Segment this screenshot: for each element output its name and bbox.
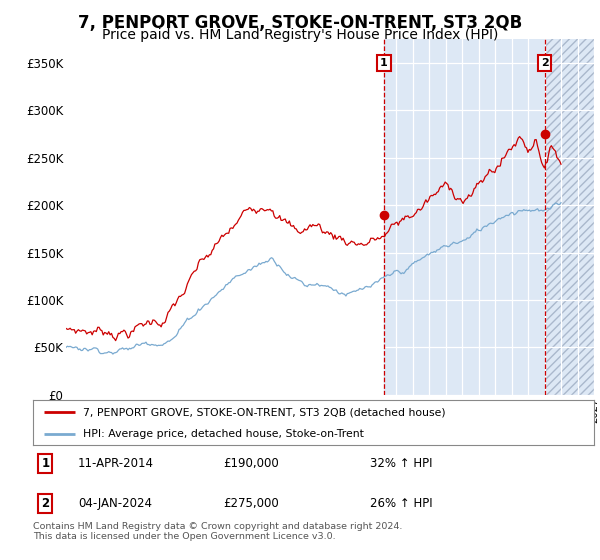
Text: £190,000: £190,000 (224, 457, 280, 470)
Text: 32% ↑ HPI: 32% ↑ HPI (370, 457, 432, 470)
Text: Price paid vs. HM Land Registry's House Price Index (HPI): Price paid vs. HM Land Registry's House … (102, 28, 498, 42)
Bar (545, 39, 594, 395)
Text: HPI: Average price, detached house, Stoke-on-Trent: HPI: Average price, detached house, Stok… (83, 429, 364, 439)
Text: 26% ↑ HPI: 26% ↑ HPI (370, 497, 432, 510)
Text: 1: 1 (41, 457, 50, 470)
Text: 2: 2 (541, 58, 548, 68)
Text: £275,000: £275,000 (224, 497, 280, 510)
Text: 2: 2 (41, 497, 50, 510)
Text: 7, PENPORT GROVE, STOKE-ON-TRENT, ST3 2QB: 7, PENPORT GROVE, STOKE-ON-TRENT, ST3 2Q… (78, 14, 522, 32)
Text: 11-APR-2014: 11-APR-2014 (78, 457, 154, 470)
Text: 1: 1 (380, 58, 388, 68)
Text: Contains HM Land Registry data © Crown copyright and database right 2024.
This d: Contains HM Land Registry data © Crown c… (33, 522, 403, 542)
Text: 7, PENPORT GROVE, STOKE-ON-TRENT, ST3 2QB (detached house): 7, PENPORT GROVE, STOKE-ON-TRENT, ST3 2Q… (83, 408, 446, 418)
Bar (384, 39, 545, 395)
Text: 04-JAN-2024: 04-JAN-2024 (78, 497, 152, 510)
